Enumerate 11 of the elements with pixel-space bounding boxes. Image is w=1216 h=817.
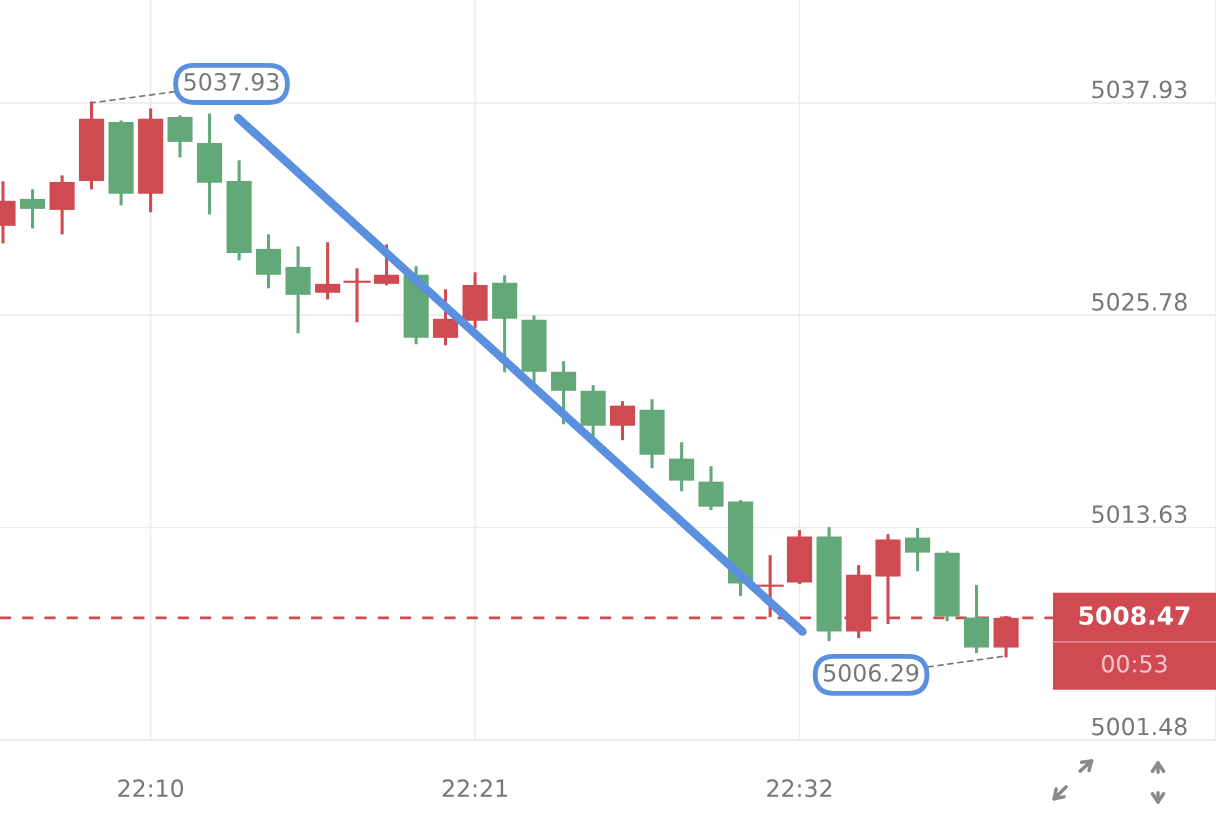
annotation: 5006.29 <box>824 663 919 682</box>
x-tick-label: 22:10 <box>118 779 184 798</box>
y-tick-label: 5001.48 <box>1092 717 1187 736</box>
x-tick-label: 22:21 <box>442 779 507 797</box>
ref-line-label: 5008.47 <box>1079 606 1190 626</box>
y-tick-label: 5037.93 <box>1092 80 1187 99</box>
y-tick-label: 5025.78 <box>1092 292 1187 311</box>
annotation: 5037.93 <box>184 72 279 91</box>
x-tick-label: 22:32 <box>767 779 832 798</box>
annotation: 00:53 <box>1102 654 1167 673</box>
y-tick-label: 5013.63 <box>1092 505 1187 524</box>
